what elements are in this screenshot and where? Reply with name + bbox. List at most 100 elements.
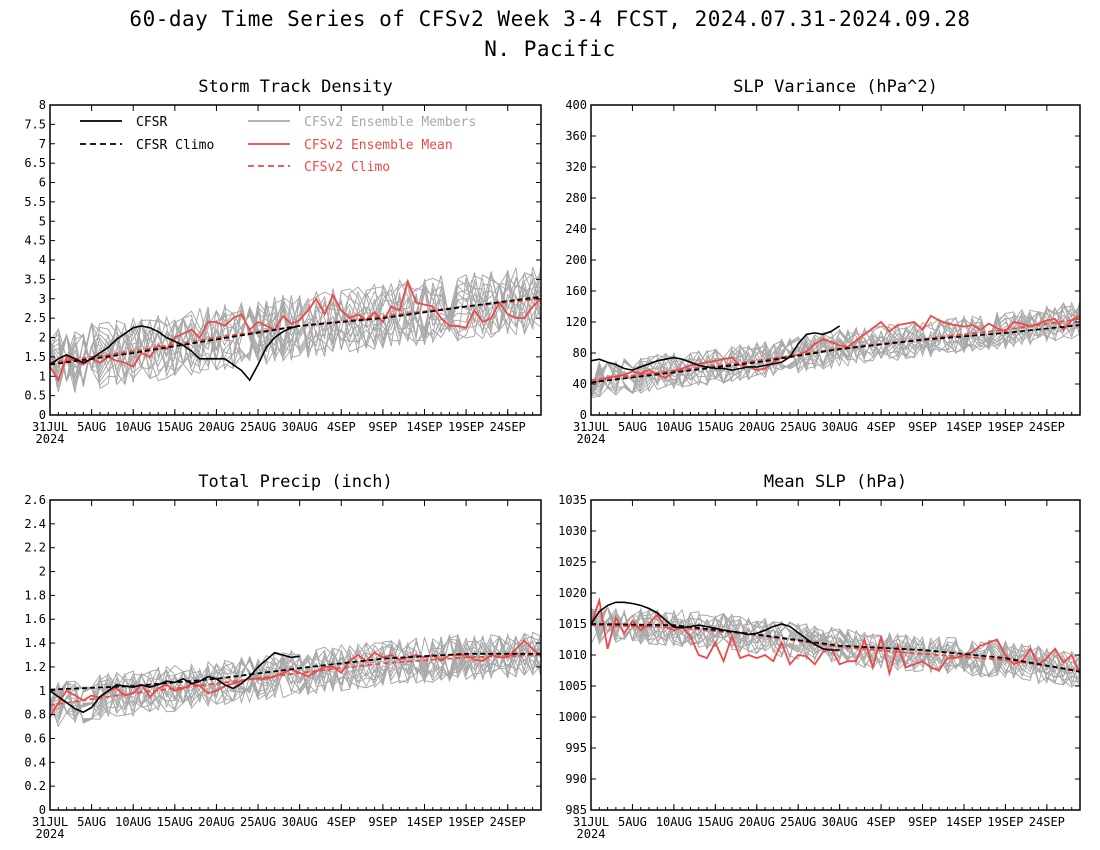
x-tick-label: 15AUG: [157, 815, 193, 829]
series-line-cfsr-climo: [590, 623, 1081, 673]
ensemble-member-line: [49, 267, 542, 393]
x-tick-label: 30AUG: [822, 420, 858, 434]
ensemble-member-line: [49, 270, 542, 380]
x-tick-label: 10AUG: [656, 815, 692, 829]
x-tick-year-label: 2024: [36, 432, 65, 446]
y-tick-label: 2: [39, 331, 46, 345]
y-tick-label: 1035: [558, 493, 587, 507]
y-tick-label: 2: [39, 565, 46, 579]
ensemble-member-line: [49, 636, 542, 724]
y-tick-label: 2.5: [24, 311, 46, 325]
x-tick-label: 4SEP: [327, 420, 356, 434]
x-tick-label: 20AUG: [739, 420, 775, 434]
x-tick-label: 9SEP: [368, 420, 397, 434]
plot-frame: [590, 104, 1081, 416]
y-tick-label: 1.5: [24, 350, 46, 364]
x-tick-label: 30AUG: [822, 815, 858, 829]
chart-title: Mean SLP (hPa): [764, 472, 907, 492]
series-line-cfsr-climo: [590, 324, 1081, 384]
ensemble-member-line: [590, 606, 1081, 686]
y-tick-label: 4.5: [24, 234, 46, 248]
x-tick-label: 20AUG: [739, 815, 775, 829]
ensemble-member-line: [49, 640, 542, 728]
x-tick-label: 19SEP: [448, 815, 484, 829]
ensemble-member-line: [590, 606, 1081, 686]
y-tick-label: 1: [39, 369, 46, 383]
y-tick-label: 1.4: [24, 636, 46, 650]
y-tick-label: 1025: [558, 555, 587, 569]
ensemble-members: [49, 631, 542, 728]
x-tick-label: 25AUG: [780, 420, 816, 434]
ensemble-member-line: [49, 272, 542, 375]
series-line-ensemble-mean: [49, 278, 542, 383]
y-tick-label: 0: [39, 803, 46, 817]
x-tick-label: 9SEP: [368, 815, 397, 829]
x-tick-label: 20AUG: [198, 420, 234, 434]
ensemble-member-line: [49, 635, 542, 723]
main-title: 60-day Time Series of CFSv2 Week 3-4 FCS…: [129, 7, 971, 31]
x-tick-label: 15AUG: [157, 420, 193, 434]
y-tick-label: 5: [39, 214, 46, 228]
ensemble-members: [590, 301, 1081, 399]
y-tick-label: 360: [565, 129, 587, 143]
y-tick-label: 2.2: [24, 541, 46, 555]
ensemble-member-line: [49, 282, 542, 390]
series-line-cfsr: [49, 325, 300, 382]
series-line-cfsr: [49, 651, 300, 714]
legend-label-ensemble-mean: CFSv2 Ensemble Mean: [304, 138, 453, 153]
y-tick-label: 1005: [558, 679, 587, 693]
x-tick-label: 19SEP: [987, 815, 1023, 829]
ensemble-member-line: [49, 274, 542, 388]
x-tick-label: 20AUG: [198, 815, 234, 829]
y-tick-label: 1010: [558, 648, 587, 662]
y-tick-label: 1020: [558, 586, 587, 600]
series-line-cfsr: [590, 325, 841, 371]
x-tick-label: 31JUL: [32, 815, 68, 829]
x-tick-label: 19SEP: [987, 420, 1023, 434]
y-tick-label: 8: [39, 98, 46, 112]
y-tick-label: 7.5: [24, 117, 46, 131]
ensemble-member-line: [590, 607, 1081, 678]
y-tick-label: 1.8: [24, 588, 46, 602]
legend-label-cfsv2-climo: CFSv2 Climo: [304, 160, 390, 175]
x-tick-label: 15AUG: [697, 815, 733, 829]
y-tick-label: 6.5: [24, 156, 46, 170]
y-tick-label: 0.5: [24, 389, 46, 403]
x-tick-label: 10AUG: [115, 815, 151, 829]
y-tick-label: 2.6: [24, 493, 46, 507]
chart-title: SLP Variance (hPa^2): [733, 77, 938, 97]
x-tick-label: 31JUL: [32, 420, 68, 434]
x-tick-label: 14SEP: [406, 420, 442, 434]
x-tick-label: 9SEP: [908, 420, 937, 434]
y-tick-label: 120: [565, 315, 587, 329]
x-tick-label: 30AUG: [282, 815, 318, 829]
series-line-ensemble-mean: [590, 596, 1081, 678]
y-tick-label: 400: [565, 98, 587, 112]
x-tick-label: 31JUL: [573, 420, 609, 434]
x-tick-label: 5AUG: [77, 420, 106, 434]
y-tick-label: 0.4: [24, 755, 46, 769]
legend-label-ensemble-members: CFSv2 Ensemble Members: [304, 115, 476, 130]
y-tick-label: 1.2: [24, 660, 46, 674]
y-tick-label: 0: [580, 408, 587, 422]
y-tick-label: 240: [565, 222, 587, 236]
y-tick-label: 4: [39, 253, 46, 267]
x-tick-label: 10AUG: [115, 420, 151, 434]
x-tick-label: 24SEP: [1029, 815, 1065, 829]
y-tick-label: 80: [573, 346, 587, 360]
ensemble-member-line: [49, 631, 542, 715]
ensemble-members: [49, 265, 542, 393]
y-tick-label: 160: [565, 284, 587, 298]
x-tick-label: 30AUG: [282, 420, 318, 434]
main-subtitle-region: N. Pacific: [484, 37, 616, 61]
y-tick-label: 5.5: [24, 195, 46, 209]
x-tick-label: 4SEP: [867, 815, 896, 829]
y-tick-label: 3.5: [24, 272, 46, 286]
x-tick-label: 5AUG: [77, 815, 106, 829]
y-tick-label: 1015: [558, 617, 587, 631]
x-tick-label: 24SEP: [1029, 420, 1065, 434]
ensemble-member-line: [49, 636, 542, 717]
x-tick-label: 24SEP: [490, 815, 526, 829]
y-tick-label: 990: [565, 772, 587, 786]
